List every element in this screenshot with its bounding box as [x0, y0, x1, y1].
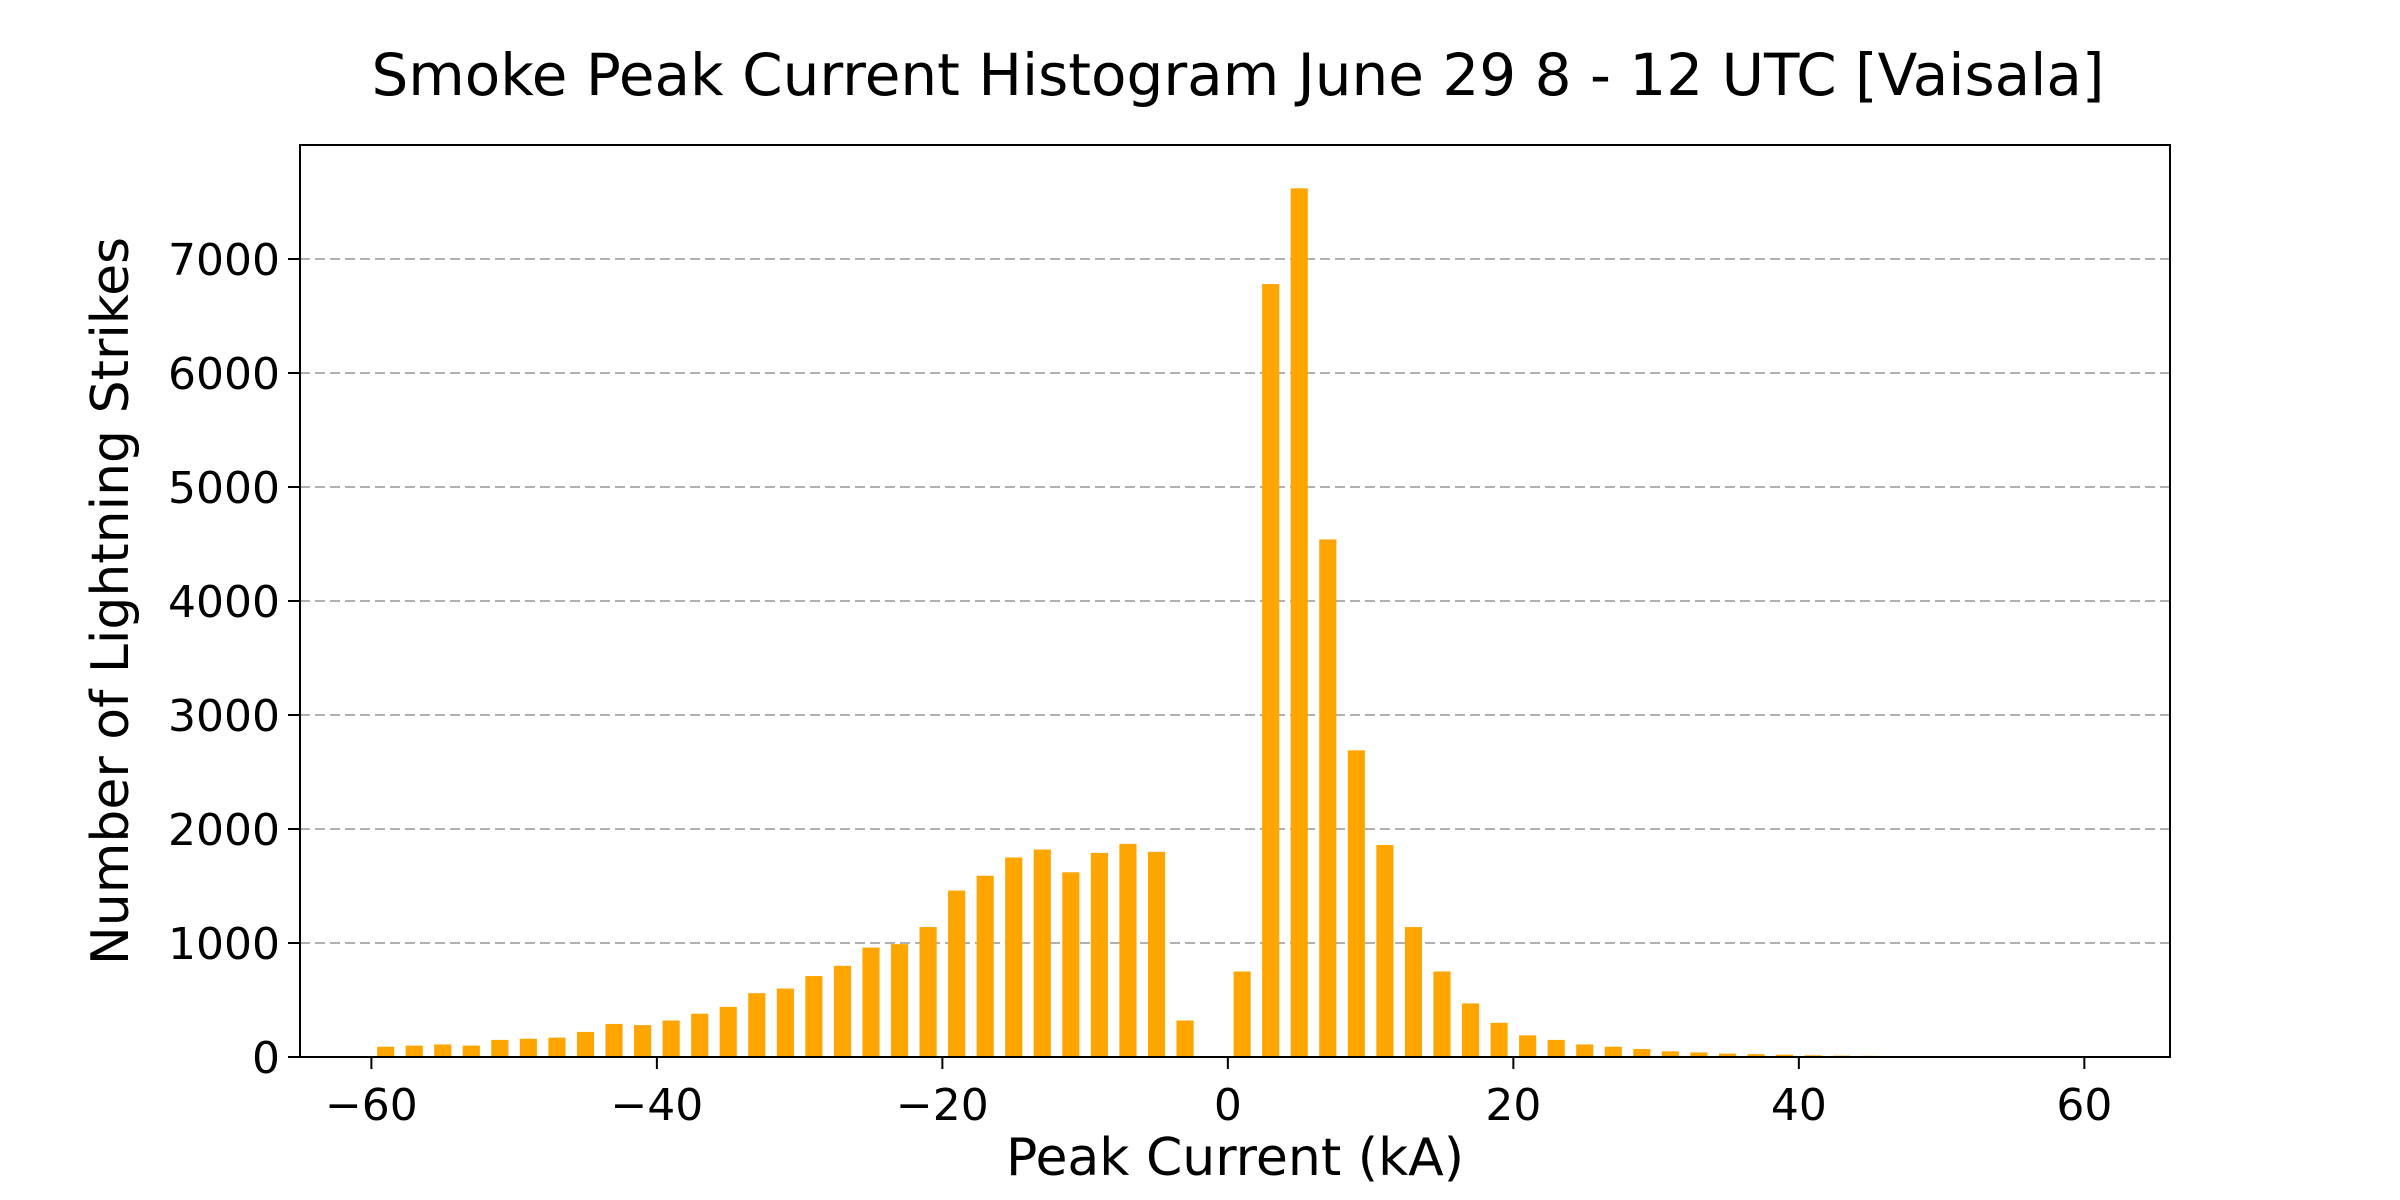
histogram-bar: [1490, 1022, 1508, 1057]
histogram-bar: [748, 993, 766, 1057]
y-tick-label: 3000: [168, 691, 280, 742]
y-tick-label: 6000: [168, 349, 280, 400]
histogram-bar: [1519, 1035, 1537, 1057]
x-axis-ticks: −60 −40 −20 0 20 40 60: [325, 1057, 2112, 1131]
histogram-bar: [976, 875, 994, 1057]
histogram-bar: [691, 1013, 709, 1057]
y-gridlines: [300, 258, 2170, 944]
histogram-bar: [1661, 1051, 1679, 1057]
histogram-bar: [1262, 284, 1280, 1058]
histogram-bar: [890, 944, 909, 1057]
x-tick-label: 40: [1771, 1080, 1827, 1131]
histogram-bar: [1461, 1003, 1480, 1057]
histogram-bar: [662, 1020, 680, 1057]
histogram-bar: [1776, 1054, 1794, 1057]
x-tick-label: −60: [325, 1080, 418, 1131]
histogram-bar: [1576, 1044, 1594, 1057]
histogram-bar: [491, 1039, 509, 1057]
histogram-bar: [1376, 844, 1394, 1057]
histogram-bar: [1319, 539, 1337, 1057]
histogram-bar: [948, 890, 966, 1057]
histogram-bar: [1347, 750, 1365, 1057]
histogram-bar: [1090, 852, 1108, 1057]
histogram-bar: [919, 927, 937, 1057]
histogram-bar: [1604, 1046, 1622, 1057]
x-tick-label: 0: [1214, 1080, 1242, 1131]
x-axis-label: Peak Current (kA): [1006, 1128, 1464, 1188]
histogram-bar: [377, 1046, 395, 1057]
histogram-bar: [405, 1045, 423, 1057]
histogram-bar: [1176, 1020, 1194, 1057]
histogram-bar: [1119, 843, 1137, 1057]
histogram-bar: [1062, 872, 1080, 1057]
y-tick-label: 0: [252, 1033, 280, 1084]
y-axis-label: Number of Lightning Strikes: [81, 237, 141, 965]
histogram-bar: [434, 1044, 452, 1057]
histogram-bar: [1404, 927, 1422, 1057]
histogram-bar: [605, 1023, 623, 1057]
histogram-bar: [1290, 188, 1308, 1057]
histogram-bar: [1718, 1053, 1737, 1057]
histogram-bar: [1633, 1049, 1651, 1057]
histogram-bar: [1005, 857, 1023, 1057]
histogram-bar: [805, 976, 823, 1057]
histogram-bar: [719, 1006, 737, 1057]
y-tick-label: 7000: [168, 235, 280, 286]
histogram-bar: [1233, 971, 1251, 1057]
x-tick-label: 20: [1485, 1080, 1541, 1131]
histogram-bar: [1433, 971, 1451, 1057]
histogram-bar: [1547, 1039, 1565, 1057]
histogram-bars: [377, 188, 2051, 1058]
histogram-bar: [462, 1045, 480, 1057]
histogram-bar: [576, 1031, 595, 1057]
chart-title: Smoke Peak Current Histogram June 29 8 -…: [371, 41, 2104, 109]
x-tick-label: 60: [2056, 1080, 2112, 1131]
y-tick-label: 2000: [168, 805, 280, 856]
histogram-bar: [634, 1025, 652, 1057]
y-axis-ticks: 0 1000 2000 3000 4000 5000 6000 7000: [168, 235, 300, 1084]
x-tick-label: −40: [610, 1080, 703, 1131]
y-tick-label: 4000: [168, 577, 280, 628]
histogram-bar: [1147, 851, 1166, 1057]
histogram-bar: [862, 947, 880, 1057]
histogram-bar: [548, 1037, 566, 1057]
y-tick-label: 1000: [168, 919, 280, 970]
y-tick-label: 5000: [168, 463, 280, 514]
histogram-bar: [1690, 1052, 1708, 1057]
histogram-bar: [1747, 1054, 1765, 1057]
histogram-bar: [776, 988, 794, 1057]
x-tick-label: −20: [896, 1080, 989, 1131]
histogram-bar: [1033, 849, 1051, 1057]
histogram-bar: [519, 1038, 537, 1057]
histogram-bar: [833, 965, 852, 1057]
